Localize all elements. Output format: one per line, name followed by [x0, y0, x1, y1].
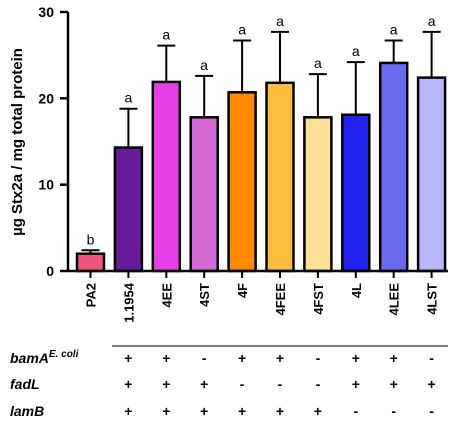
y-axis-label: µg Stx2a / mg total protein: [9, 48, 26, 236]
sign-lamB-4EE: +: [162, 403, 170, 419]
sign-fadL-1.1954: +: [124, 376, 132, 392]
bar-PA2: [75, 252, 106, 273]
category-label-4LEE: 4LEE: [387, 283, 402, 316]
sign-bamA-4F: +: [238, 350, 246, 366]
category-label-4ST: 4ST: [197, 283, 212, 307]
y-tick-label-2: 20: [38, 90, 54, 106]
sign-lamB-4LEE: -: [391, 403, 396, 419]
sign-bamA-4L: +: [352, 350, 360, 366]
sign-lamB-4L: -: [353, 403, 358, 419]
category-label-4FST: 4FST: [311, 283, 326, 315]
bar-4EE: [151, 80, 182, 273]
significance-label-0: b: [87, 231, 95, 247]
bar-4L: [341, 113, 371, 273]
category-label-PA2: PA2: [84, 283, 99, 307]
bar-4LST: [416, 76, 447, 273]
significance-label-2: a: [162, 27, 170, 43]
bar-4FEE: [265, 81, 295, 273]
sign-fadL-4FST: -: [316, 376, 321, 392]
row-label-bamA: bamAE. coli: [10, 349, 79, 366]
bar-4LEE: [378, 61, 409, 273]
sign-lamB-4ST: +: [200, 403, 208, 419]
category-label-4FEE: 4FEE: [273, 283, 288, 316]
significance-label-6: a: [314, 55, 322, 71]
sign-fadL-4LEE: +: [390, 376, 398, 392]
row-label-fadL: fadL: [10, 376, 40, 392]
row-label-lamB: lamB: [10, 403, 44, 419]
sign-fadL-4FEE: -: [278, 376, 283, 392]
sign-fadL-4EE: +: [162, 376, 170, 392]
sign-lamB-4LST: -: [429, 403, 434, 419]
sign-lamB-1.1954: +: [124, 403, 132, 419]
category-labels: PA2 1.1954 4EE 4ST 4F 4FEE 4FST 4L 4LEE 4LST: [84, 271, 440, 323]
significance-label-4: a: [238, 21, 246, 37]
category-label-1.1954: 1.1954: [121, 282, 136, 323]
sign-bamA-4LST: -: [429, 350, 434, 366]
sign-bamA-4FEE: +: [276, 350, 284, 366]
significance-label-9: a: [428, 13, 436, 29]
significance-label-1: a: [125, 90, 133, 106]
y-tick-label-3: 30: [38, 4, 54, 20]
row-label-bamA-main: bamA: [10, 350, 49, 366]
bar-4F: [227, 91, 257, 273]
sign-fadL-4LST: +: [428, 376, 436, 392]
sign-bamA-1.1954: +: [124, 350, 132, 366]
y-tick-label-0: 0: [46, 263, 54, 279]
sign-fadL-4L: +: [352, 376, 360, 392]
category-label-4EE: 4EE: [159, 283, 174, 308]
sign-lamB-4F: +: [238, 403, 246, 419]
y-axis: 0 10 20 30: [38, 4, 70, 279]
significance-label-7: a: [352, 43, 360, 59]
sign-lamB-4FEE: +: [276, 403, 284, 419]
sign-bamA-4FST: -: [316, 350, 321, 366]
sign-bamA-4ST: -: [202, 350, 207, 366]
significance-label-5: a: [276, 13, 284, 29]
significance-label-8: a: [390, 21, 398, 37]
sign-fadL-4ST: +: [200, 376, 208, 392]
bar-4ST: [189, 116, 219, 273]
sign-lamB-4FST: +: [314, 403, 322, 419]
sign-bamA-4EE: +: [162, 350, 170, 366]
category-label-4F: 4F: [235, 283, 250, 298]
y-tick-label-1: 10: [38, 177, 54, 193]
genotype-table: bamAE. coli fadL lamB + + - + + - + + - + + + - - - + + +…: [10, 349, 436, 419]
sign-fadL-4F: -: [240, 376, 245, 392]
bar-1.1954: [113, 146, 144, 273]
row-label-bamA-superscript: E. coli: [49, 349, 79, 360]
category-label-4L: 4L: [349, 283, 364, 298]
significance-label-3: a: [200, 57, 208, 73]
plot-area: b a a a a a a a a a: [75, 13, 447, 273]
sign-bamA-4LEE: +: [390, 350, 398, 366]
category-label-4LST: 4LST: [425, 283, 440, 315]
bar-4FST: [303, 116, 333, 273]
